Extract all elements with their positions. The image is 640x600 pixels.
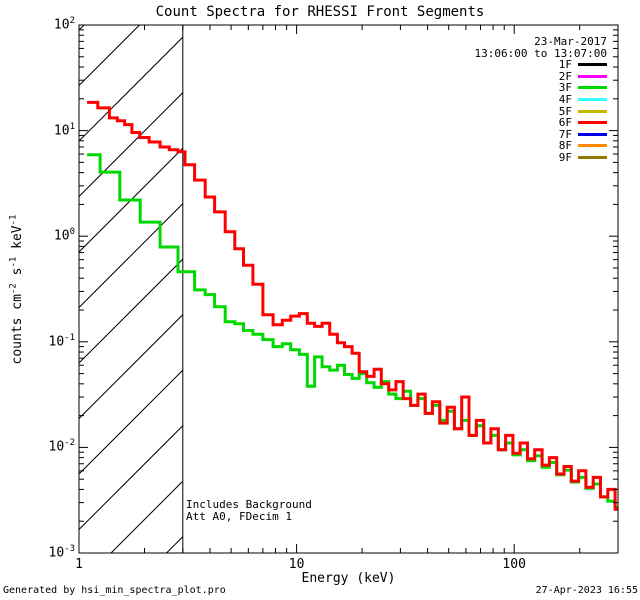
observation-time-range: 13:06:00 to 13:07:00	[474, 47, 607, 60]
plot-frame	[78, 24, 619, 554]
legend-color-line-4F	[578, 98, 607, 102]
legend-item-5F: 5F	[480, 105, 607, 117]
annotation-background: Includes Background	[186, 498, 312, 511]
annotation-attenuator: Att A0, FDecim 1	[186, 510, 292, 523]
legend-label-2F: 2F	[558, 69, 572, 83]
legend-color-line-5F	[578, 109, 607, 113]
x-tick-label-100: 100	[502, 557, 526, 572]
footer-timestamp: 27-Apr-2023 16:55	[535, 585, 638, 596]
legend-item-4F: 4F	[480, 94, 607, 106]
legend-color-line-2F	[578, 74, 607, 78]
legend-item-2F: 2F	[480, 71, 607, 83]
legend-color-line-3F	[578, 86, 607, 90]
legend-item-6F: 6F	[480, 117, 607, 129]
legend-label-3F: 3F	[558, 81, 572, 95]
legend-label-4F: 4F	[558, 93, 572, 107]
y-tick-label-1e0: 100	[53, 227, 75, 244]
legend-color-line-6F	[578, 121, 607, 125]
legend-item-7F: 7F	[480, 129, 607, 141]
y-tick-label-1e-3: 10-3	[48, 544, 76, 561]
legend-label-7F: 7F	[558, 127, 572, 141]
axis-ticks	[78, 24, 618, 554]
y-tick-label-1e-2: 10-2	[48, 438, 76, 455]
legend-color-line-1F	[578, 63, 607, 67]
y-axis-title: counts cm-2 s-1 keV-1	[8, 214, 25, 365]
legend-item-3F: 3F	[480, 82, 607, 94]
legend-item-8F: 8F	[480, 140, 607, 152]
x-axis-title: Energy (keV)	[301, 571, 396, 586]
legend-label-9F: 9F	[558, 151, 572, 165]
y-tick-label-1e1: 101	[53, 121, 75, 138]
legend-label-8F: 8F	[558, 139, 572, 153]
legend-item-1F: 1F	[480, 59, 607, 71]
legend-label-5F: 5F	[558, 104, 572, 118]
footer-generator: Generated by hsi_min_spectra_plot.pro	[3, 585, 226, 596]
legend-color-line-9F	[578, 156, 607, 160]
legend-label-6F: 6F	[558, 116, 572, 130]
plot-title: Count Spectra for RHESSI Front Segments	[155, 4, 485, 20]
spectrum-curve-6F	[87, 100, 618, 511]
y-tick-label-1e2: 102	[53, 16, 75, 33]
legend-color-line-8F	[578, 144, 607, 148]
legend-item-9F: 9F	[480, 152, 607, 164]
detector-legend: 1F 2F 3F 4F 5F 6F 7F 8F 9F	[480, 59, 607, 163]
observation-date: 23-Mar-2017	[534, 35, 607, 48]
plot-annotation: Includes Background Att A0, FDecim 1	[186, 499, 312, 523]
y-tick-label-1e-1: 10-1	[48, 332, 76, 350]
spectrum-curve-3F	[87, 153, 618, 509]
legend-label-1F: 1F	[558, 58, 572, 72]
x-tick-label-1: 1	[75, 557, 83, 572]
x-tick-label-10: 10	[288, 557, 305, 572]
legend-color-line-7F	[578, 132, 607, 136]
